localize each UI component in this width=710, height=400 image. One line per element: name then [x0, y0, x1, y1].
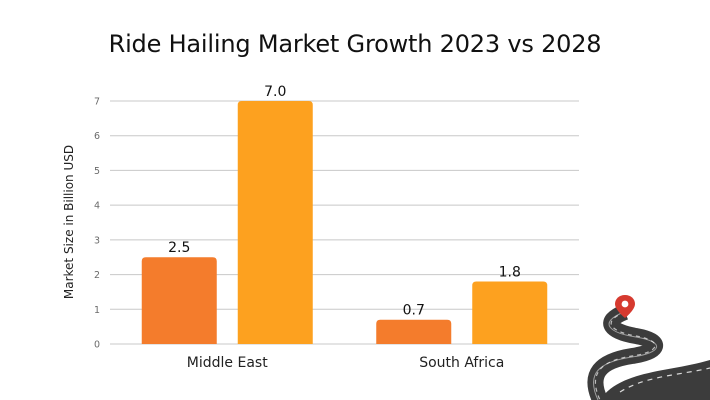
- y-tick-label: 7: [94, 97, 100, 108]
- data-labels: 2.5 7.0 0.7 1.8: [168, 84, 521, 319]
- data-label: 2.5: [168, 240, 190, 256]
- bar: [237, 101, 313, 344]
- bar: [472, 281, 548, 344]
- y-tick-label: 1: [94, 305, 100, 316]
- x-category-label: South Africa: [419, 355, 504, 371]
- data-label: 1.8: [499, 265, 521, 281]
- y-tick-label: 3: [94, 235, 100, 246]
- bar: [376, 319, 452, 344]
- y-axis-title: Market Size in Billion USD: [62, 145, 76, 299]
- chart-title: Ride Hailing Market Growth 2023 vs 2028: [108, 30, 602, 58]
- data-label: 7.0: [264, 84, 286, 100]
- map-pin-icon: [615, 295, 635, 318]
- winding-road-icon: [587, 304, 710, 400]
- y-tick-label: 6: [94, 131, 100, 142]
- x-axis-categories: Middle East South Africa: [187, 355, 504, 371]
- bar: [141, 257, 217, 344]
- bars: [141, 101, 548, 344]
- data-label: 0.7: [403, 303, 425, 319]
- y-tick-label: 2: [94, 270, 100, 281]
- y-tick-label: 0: [94, 340, 100, 351]
- y-axis-ticks: 0 1 2 3 4 5 6 7: [94, 97, 100, 351]
- x-category-label: Middle East: [187, 355, 268, 371]
- y-tick-label: 4: [94, 201, 100, 212]
- y-tick-label: 5: [94, 166, 100, 177]
